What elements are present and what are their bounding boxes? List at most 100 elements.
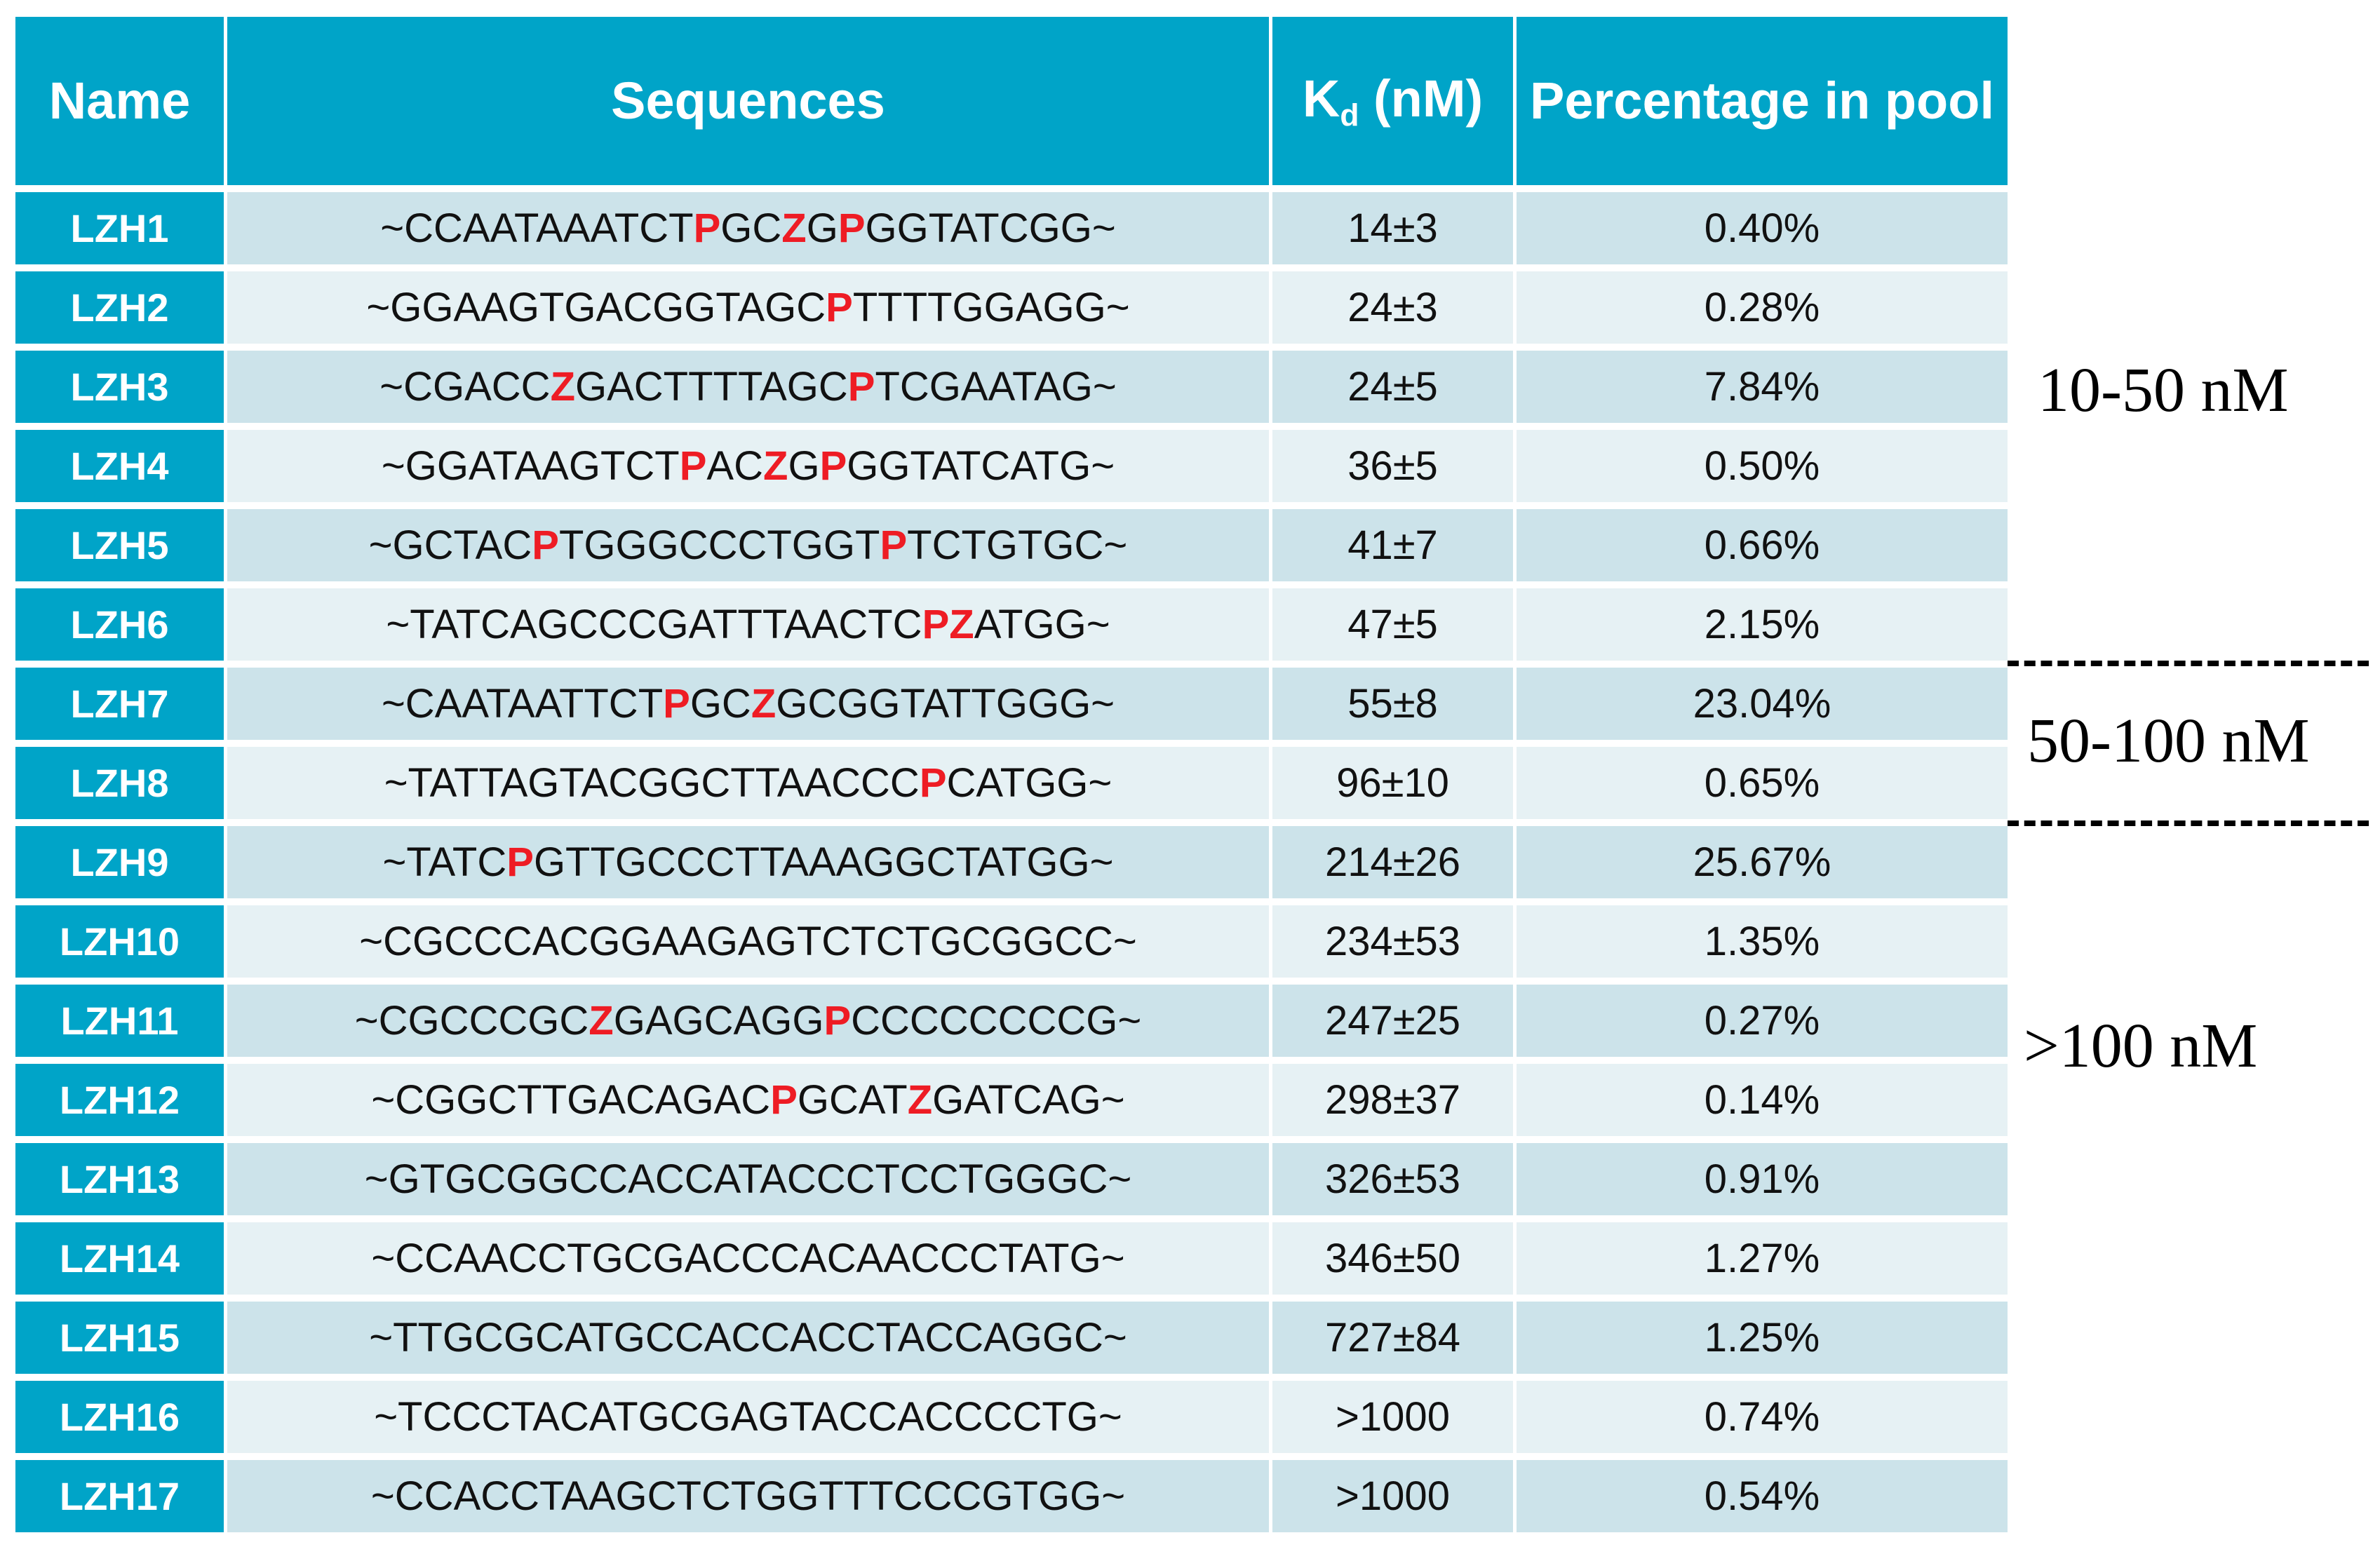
- sequence-cell: ~CCACCTAAGCTCTGGTTTCCCGTGG~: [227, 1460, 1272, 1539]
- aptamer-name: LZH3: [15, 351, 227, 430]
- aptamer-name: LZH1: [15, 192, 227, 271]
- percentage-value: 0.27%: [1517, 985, 2008, 1064]
- modified-base: P: [880, 522, 908, 568]
- header-kd-unit: (nM): [1359, 69, 1484, 128]
- kd-value: 41±7: [1272, 509, 1517, 588]
- modified-base: P: [663, 681, 690, 727]
- aptamer-name: LZH15: [15, 1302, 227, 1381]
- kd-value: >1000: [1272, 1460, 1517, 1539]
- modified-base: P: [823, 998, 852, 1043]
- sequence-cell: ~TATCPGTTGCCCTTAAAGGCTATGG~: [227, 826, 1272, 905]
- sequence-cell: ~GGATAAGTCTPACZGPGGTATCATG~: [227, 430, 1272, 509]
- kd-value: 346±50: [1272, 1222, 1517, 1302]
- header-kd-subscript: d: [1340, 98, 1359, 133]
- sequence-cell: ~CAATAATTCTPGCZGCGGTATTGGG~: [227, 668, 1272, 747]
- sequence-cell: ~TATTAGTACGGCTTAACCCPCATGG~: [227, 747, 1272, 826]
- aptamer-name: LZH13: [15, 1143, 227, 1222]
- range-label-mid: 50-100 nM: [2027, 706, 2310, 776]
- modified-base: Z: [763, 443, 788, 489]
- aptamer-name: LZH10: [15, 905, 227, 985]
- aptamer-table-container: Name Sequences Kd (nM) Percentage in poo…: [15, 17, 2008, 1539]
- table-row: LZH1 ~CCAATAAATCTPGCZGPGGTATCGG~ 14±3 0.40%: [15, 192, 2008, 271]
- sequence-cell: ~GCTACPTGGGCCCTGGTPTCTGTGC~: [227, 509, 1272, 588]
- sequence-cell: ~TATCAGCCCGATTTAACTCPZATGG~: [227, 588, 1272, 668]
- percentage-value: 1.27%: [1517, 1222, 2008, 1302]
- table-row: LZH11 ~CGCCCGCZGAGCAGGPCCCCCCCCG~ 247±25 0.…: [15, 985, 2008, 1064]
- kd-value: 36±5: [1272, 430, 1517, 509]
- aptamer-name: LZH7: [15, 668, 227, 747]
- kd-value: 14±3: [1272, 192, 1517, 271]
- modified-base: P: [506, 839, 534, 885]
- modified-base: P: [826, 285, 853, 330]
- aptamer-name: LZH6: [15, 588, 227, 668]
- kd-value: 298±37: [1272, 1064, 1517, 1143]
- percentage-value: 0.40%: [1517, 192, 2008, 271]
- aptamer-name: LZH17: [15, 1460, 227, 1539]
- modified-base: Z: [949, 602, 974, 647]
- table-row: LZH14 ~CCAACCTGCGACCCACAACCCTATG~ 346±50 1.…: [15, 1222, 2008, 1302]
- aptamer-name: LZH2: [15, 271, 227, 351]
- sequence-cell: ~TTGCGCATGCCACCACCTACCAGGC~: [227, 1302, 1272, 1381]
- modified-base: Z: [781, 205, 807, 251]
- modified-base: Z: [751, 681, 776, 727]
- kd-value: 727±84: [1272, 1302, 1517, 1381]
- table-row: LZH8 ~TATTAGTACGGCTTAACCCPCATGG~ 96±10 0.65…: [15, 747, 2008, 826]
- kd-value: 24±3: [1272, 271, 1517, 351]
- percentage-value: 0.66%: [1517, 509, 2008, 588]
- percentage-value: 0.50%: [1517, 430, 2008, 509]
- sequence-cell: ~CGCCCACGGAAGAGTCTCTGCGGCC~: [227, 905, 1272, 985]
- table-row: LZH3 ~CGACCZGACTTTTAGCPTCGAATAG~ 24±5 7.84%: [15, 351, 2008, 430]
- aptamer-name: LZH9: [15, 826, 227, 905]
- table-row: LZH9 ~TATCPGTTGCCCTTAAAGGCTATGG~ 214±26 25.…: [15, 826, 2008, 905]
- percentage-value: 7.84%: [1517, 351, 2008, 430]
- aptamer-name: LZH14: [15, 1222, 227, 1302]
- sequence-cell: ~CGACCZGACTTTTAGCPTCGAATAG~: [227, 351, 1272, 430]
- modified-base: P: [770, 1077, 798, 1123]
- header-row: Name Sequences Kd (nM) Percentage in poo…: [15, 17, 2008, 192]
- table-body: LZH1 ~CCAATAAATCTPGCZGPGGTATCGG~ 14±3 0.40%…: [15, 192, 2008, 1539]
- kd-value: >1000: [1272, 1381, 1517, 1460]
- table-row: LZH13 ~GTGCGGCCACCATACCCTCCTGGGC~ 326±53 0.…: [15, 1143, 2008, 1222]
- percentage-value: 2.15%: [1517, 588, 2008, 668]
- table-row: LZH4 ~GGATAAGTCTPACZGPGGTATCATG~ 36±5 0.50%: [15, 430, 2008, 509]
- sequence-cell: ~GGAAGTGACGGTAGCPTTTTGGAGG~: [227, 271, 1272, 351]
- range-divider-upper: [2008, 661, 2369, 666]
- percentage-value: 0.91%: [1517, 1143, 2008, 1222]
- header-percentage: Percentage in pool: [1517, 17, 2008, 192]
- table-row: LZH17 ~CCACCTAAGCTCTGGTTTCCCGTGG~ >1000 0.5…: [15, 1460, 2008, 1539]
- table-row: LZH15 ~TTGCGCATGCCACCACCTACCAGGC~ 727±84 1.…: [15, 1302, 2008, 1381]
- header-kd: Kd (nM): [1272, 17, 1517, 192]
- range-label-low: 10-50 nM: [2038, 356, 2289, 425]
- percentage-value: 0.65%: [1517, 747, 2008, 826]
- kd-value: 96±10: [1272, 747, 1517, 826]
- header-kd-main: K: [1302, 69, 1340, 128]
- header-name: Name: [15, 17, 227, 192]
- sequence-cell: ~CCAATAAATCTPGCZGPGGTATCGG~: [227, 192, 1272, 271]
- aptamer-name: LZH5: [15, 509, 227, 588]
- percentage-value: 1.35%: [1517, 905, 2008, 985]
- kd-value: 55±8: [1272, 668, 1517, 747]
- modified-base: P: [838, 205, 866, 251]
- percentage-value: 0.74%: [1517, 1381, 2008, 1460]
- range-divider-lower: [2008, 820, 2369, 826]
- table-row: LZH6 ~TATCAGCCCGATTTAACTCPZATGG~ 47±5 2.15%: [15, 588, 2008, 668]
- table-row: LZH7 ~CAATAATTCTPGCZGCGGTATTGGG~ 55±8 23.04…: [15, 668, 2008, 747]
- table-row: LZH16 ~TCCCTACATGCGAGTACCACCCCTG~ >1000 0.7…: [15, 1381, 2008, 1460]
- sequence-cell: ~CGCCCGCZGAGCAGGPCCCCCCCCG~: [227, 985, 1272, 1064]
- table-row: LZH12 ~CGGCTTGACAGACPGCATZGATCAG~ 298±37 0.…: [15, 1064, 2008, 1143]
- percentage-value: 0.14%: [1517, 1064, 2008, 1143]
- percentage-value: 25.67%: [1517, 826, 2008, 905]
- table-row: LZH5 ~GCTACPTGGGCCCTGGTPTCTGTGC~ 41±7 0.66%: [15, 509, 2008, 588]
- modified-base: P: [693, 205, 721, 251]
- table-row: LZH2 ~GGAAGTGACGGTAGCPTTTTGGAGG~ 24±3 0.28%: [15, 271, 2008, 351]
- sequence-cell: ~GTGCGGCCACCATACCCTCCTGGGC~: [227, 1143, 1272, 1222]
- modified-base: P: [847, 364, 875, 410]
- percentage-value: 1.25%: [1517, 1302, 2008, 1381]
- modified-base: Z: [550, 364, 575, 410]
- sequence-cell: ~CGGCTTGACAGACPGCATZGATCAG~: [227, 1064, 1272, 1143]
- sequence-cell: ~TCCCTACATGCGAGTACCACCCCTG~: [227, 1381, 1272, 1460]
- percentage-value: 0.28%: [1517, 271, 2008, 351]
- modified-base: P: [922, 602, 950, 647]
- kd-value: 234±53: [1272, 905, 1517, 985]
- sequence-cell: ~CCAACCTGCGACCCACAACCCTATG~: [227, 1222, 1272, 1302]
